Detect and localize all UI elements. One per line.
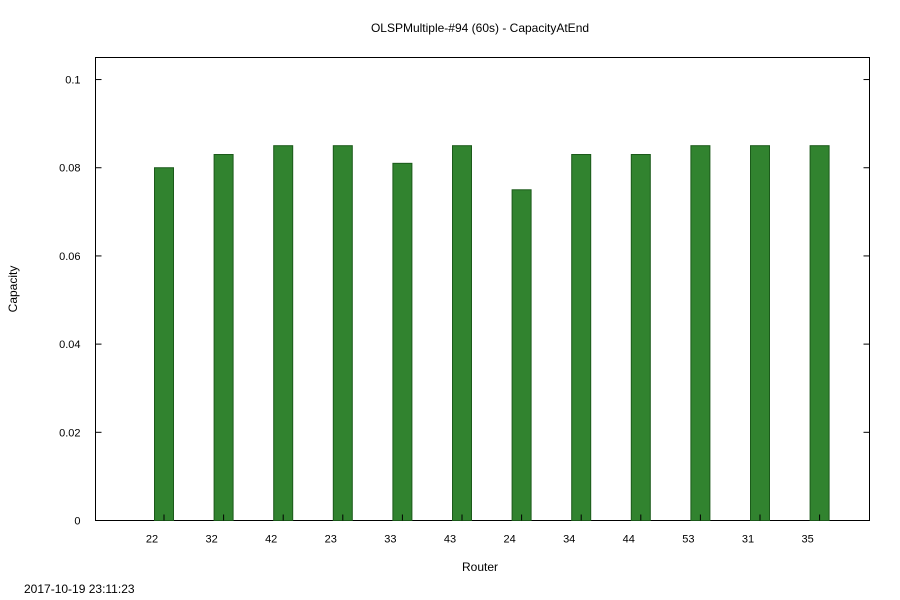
y-axis: 0 0.02 0.04 0.06 0.08 0.1 [59, 75, 870, 528]
y-tick-label: 0.1 [65, 75, 80, 87]
y-axis-label: Capacity [6, 266, 20, 313]
x-tick-label: 42 [265, 534, 277, 546]
y-tick-label: 0.02 [59, 427, 80, 439]
x-tick-label: 33 [384, 534, 396, 546]
x-tick-label: 23 [325, 534, 337, 546]
x-tick-label: 44 [623, 534, 635, 546]
x-axis: 22 32 42 23 33 43 24 34 44 53 31 35 [146, 514, 821, 546]
x-tick-label: 31 [742, 534, 754, 546]
x-tick-label: 35 [801, 534, 813, 546]
y-tick-label: 0 [74, 516, 80, 528]
x-tick-label: 43 [444, 534, 456, 546]
x-tick-label: 32 [205, 534, 217, 546]
chart-title: OLSPMultiple-#94 (60s) - CapacityAtEnd [371, 21, 589, 35]
bar-34 [571, 154, 592, 521]
plot-frame [95, 57, 870, 521]
bar-35 [809, 145, 830, 521]
bar-33 [392, 162, 413, 521]
x-tick-label: 24 [503, 534, 515, 546]
bar-23 [332, 145, 353, 521]
x-axis-label: Router [462, 560, 498, 574]
bar-44 [630, 154, 651, 521]
bar-22 [154, 167, 174, 521]
x-tick-label: 22 [146, 534, 158, 546]
bar-43 [452, 145, 472, 521]
timestamp: 2017-10-19 23:11:23 [24, 582, 135, 596]
bar-42 [273, 145, 294, 521]
bar-53 [690, 145, 711, 521]
bar-31 [750, 145, 770, 521]
y-tick-label: 0.04 [59, 339, 80, 351]
bars-group [154, 145, 830, 522]
x-tick-label: 34 [563, 534, 575, 546]
bar-32 [213, 154, 234, 521]
y-tick-label: 0.06 [59, 251, 80, 263]
y-tick-label: 0.08 [59, 163, 80, 175]
x-tick-label: 53 [682, 534, 694, 546]
bar-24 [511, 189, 532, 522]
